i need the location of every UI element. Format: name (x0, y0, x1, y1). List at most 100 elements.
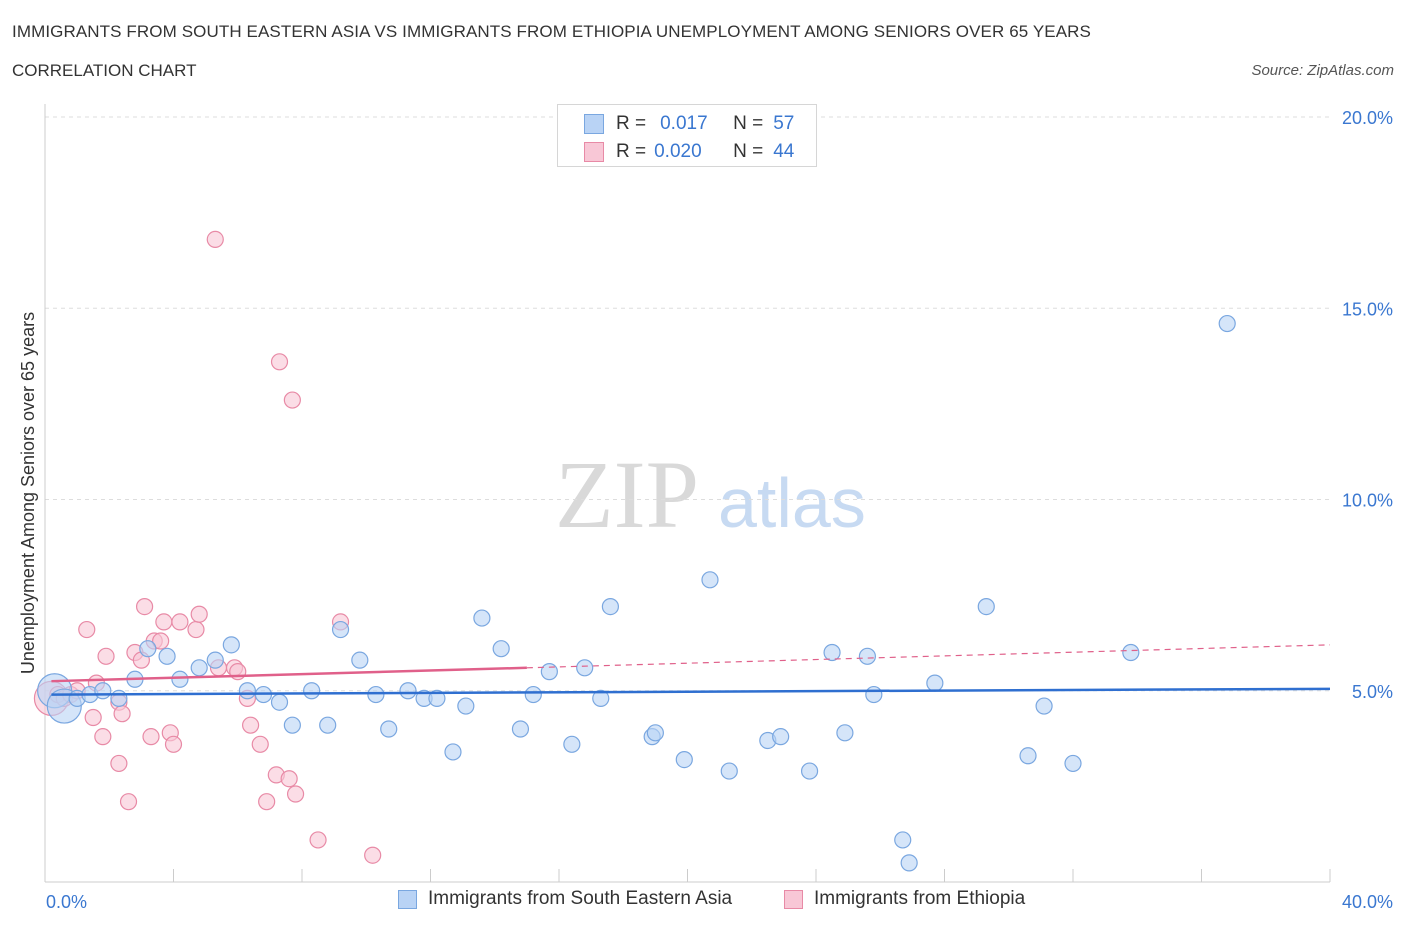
ethiopia-point-6 (84, 708, 102, 727)
y-tick-labels: 5.0% 10.0% 15.0% 20.0% (1342, 108, 1393, 702)
ethiopia-point-36 (280, 770, 298, 788)
sea-point-5 (110, 689, 128, 708)
x-ticks (44, 869, 1331, 882)
ethiopia-point-16 (135, 597, 154, 616)
sea-point-11 (206, 651, 224, 669)
sea-point-55 (1064, 754, 1082, 773)
source-label: Source: ZipAtlas.com (1251, 62, 1394, 79)
ethiopia-point-11 (110, 754, 128, 773)
sea-point-19 (331, 620, 350, 639)
ethiopia-point-39 (309, 831, 327, 849)
sea-point-13 (238, 682, 256, 700)
sea-point-46 (836, 724, 854, 742)
sea-points (37, 314, 1236, 872)
ethiopia-r-value: 0.020 (654, 141, 702, 162)
sea-swatch (584, 114, 604, 134)
sea-point-22 (380, 720, 398, 738)
chart-subtitle: CORRELATION CHART (12, 61, 197, 80)
sea-n-label: N = (733, 113, 764, 134)
ethiopia-point-38 (286, 785, 305, 803)
y-tick-label-15: 15.0% (1342, 299, 1393, 319)
ethiopia-point-22 (164, 735, 183, 753)
sea-point-7 (139, 640, 157, 658)
sea-point-17 (303, 682, 321, 700)
sea-point-27 (457, 697, 475, 715)
ethiopia-point-23 (171, 613, 189, 631)
sea-point-26 (444, 743, 462, 761)
sea-point-28 (473, 609, 491, 627)
ethiopia-point-12 (113, 705, 131, 723)
watermark-zip: ZIP (555, 441, 699, 548)
bottom-legend: Immigrants from South Eastern Asia Immig… (0, 888, 1406, 918)
y-tick-label-10: 10.0% (1342, 491, 1393, 511)
y-tick-label-5: 5.0% (1352, 682, 1393, 702)
ethiopia-points (33, 230, 382, 864)
sea-point-51 (926, 674, 944, 692)
sea-point-57 (1218, 314, 1236, 333)
sea-n-value: 57 (773, 113, 795, 134)
x-tick-label-max: 40.0% (1342, 892, 1393, 912)
sea-point-41 (720, 762, 738, 780)
sea-point-10 (190, 659, 208, 677)
sea-point-12 (222, 636, 240, 654)
sea-point-30 (511, 720, 530, 738)
sea-point-9 (171, 670, 189, 688)
ethiopia-r-label: R = (616, 141, 647, 162)
sea-point-32 (540, 663, 558, 681)
sea-point-50 (900, 854, 918, 872)
sea-point-25 (428, 689, 446, 708)
sea-point-43 (772, 728, 790, 746)
sea-point-21 (367, 685, 385, 704)
sea-point-4 (94, 682, 112, 700)
ethiopia-n-value: 44 (773, 141, 795, 162)
sea-point-54 (1035, 697, 1053, 715)
sea-point-38 (646, 724, 664, 742)
stats-legend: R = 0.017 N = 57 R = 0.020 N = 44 (557, 104, 817, 167)
y-axis-label: Unemployment Among Seniors over 65 years (18, 312, 38, 674)
sea-point-47 (858, 647, 877, 665)
sea-point-39 (675, 750, 693, 769)
legend-item-sea: Immigrants from South Eastern Asia (398, 888, 732, 910)
ethiopia-trend-extension (526, 644, 1331, 669)
sea-point-36 (601, 597, 620, 616)
sea-point-23 (399, 682, 417, 700)
grid-lines (45, 116, 1330, 692)
ethiopia-point-13 (119, 793, 138, 811)
watermark: ZIP atlas (555, 441, 866, 548)
chart-title: IMMIGRANTS FROM SOUTH EASTERN ASIA VS IM… (12, 22, 1091, 41)
ethiopia-point-5 (78, 620, 96, 639)
ethiopia-point-33 (258, 793, 276, 811)
sea-point-49 (894, 831, 912, 849)
ethiopia-point-31 (242, 716, 260, 734)
ethiopia-point-19 (152, 632, 170, 650)
stats-row-ethiopia: R = 0.020 N = 44 (584, 140, 794, 164)
sea-point-56 (1122, 643, 1140, 662)
sea-point-52 (977, 597, 995, 616)
ethiopia-point-41 (364, 846, 382, 864)
sea-r-value: 0.017 (660, 113, 708, 134)
sea-point-53 (1019, 747, 1037, 765)
sea-point-8 (158, 647, 176, 665)
sea-point-16 (283, 716, 301, 734)
trend-lines (51, 644, 1331, 696)
ethiopia-point-17 (142, 728, 160, 746)
ethiopia-point-26 (206, 230, 224, 248)
sea-point-15 (270, 693, 289, 711)
y-tick-label-20: 20.0% (1342, 108, 1393, 128)
legend-label-ethiopia: Immigrants from Ethiopia (814, 888, 1026, 909)
legend-label-sea: Immigrants from South Eastern Asia (428, 888, 733, 909)
sea-point-45 (823, 643, 841, 662)
ethiopia-n-label: N = (733, 141, 764, 162)
sea-point-33 (563, 735, 581, 753)
ethiopia-point-9 (97, 647, 115, 665)
sea-point-18 (319, 716, 337, 734)
sea-point-40 (701, 571, 719, 589)
sea-point-48 (865, 685, 883, 704)
sea-trend-line (51, 687, 1331, 696)
sea-point-44 (800, 762, 819, 780)
sea-point-20 (351, 651, 369, 669)
ethiopia-swatch (584, 142, 604, 162)
sea-point-29 (492, 640, 510, 658)
sea-point-31 (524, 685, 542, 704)
ethiopia-trend-line (51, 666, 527, 683)
